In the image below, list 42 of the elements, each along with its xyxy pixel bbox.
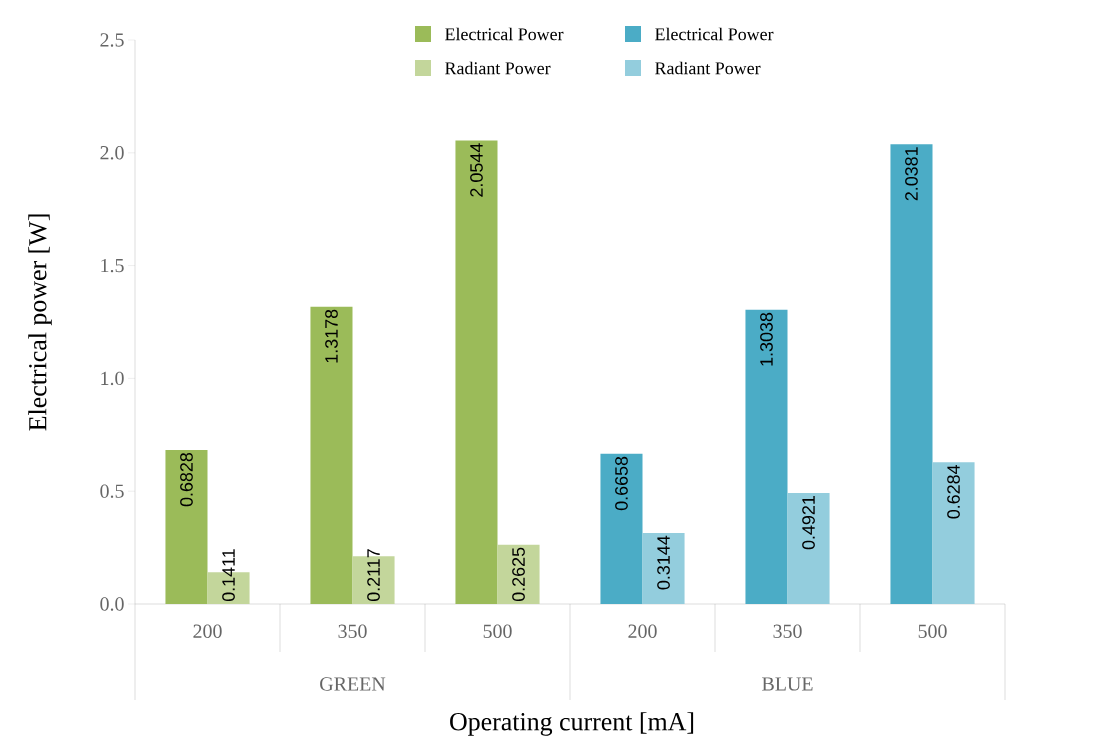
x-axis-title: Operating current [mA] — [450, 712, 694, 736]
bar — [890, 144, 933, 604]
data-label: 0.2625 — [512, 547, 525, 602]
x-tick-label: 500 — [918, 624, 947, 638]
data-label: 1.3038 — [760, 312, 773, 366]
y-tick-label: 1.5 — [101, 258, 124, 273]
y-tick-label: 2.5 — [100, 33, 124, 47]
data-label: 1.3178 — [325, 309, 338, 363]
x-tick-label: 200 — [628, 624, 657, 638]
bar — [932, 462, 975, 604]
x-tick-label: 350 — [773, 624, 802, 638]
bar — [165, 449, 208, 604]
bar — [745, 309, 788, 604]
data-label: 0.3144 — [657, 535, 670, 590]
x-tick-label: 350 — [338, 624, 367, 638]
data-label: 0.6828 — [180, 452, 193, 507]
bar — [600, 453, 643, 604]
bar — [497, 544, 540, 604]
y-tick-label: 1.0 — [101, 371, 124, 386]
legend-label: Electrical Power — [445, 27, 564, 41]
data-label: 2.0381 — [905, 147, 918, 201]
y-axis-title: Electrical power [W] — [28, 214, 52, 431]
text: BLUE — [762, 677, 813, 691]
y-tick-label: 2.0 — [100, 146, 124, 160]
bar — [787, 492, 830, 604]
x-tick-label: 500 — [483, 624, 512, 638]
bar — [310, 306, 353, 604]
y-tick-label: 0.0 — [100, 597, 124, 611]
data-label: 0.6284 — [947, 464, 960, 519]
data-label: 0.1411 — [222, 549, 235, 602]
data-label: 0.6658 — [615, 456, 628, 511]
data-label: 0.2117 — [367, 549, 380, 602]
bar — [455, 140, 498, 604]
legend-label: Radiant Power — [655, 61, 761, 75]
data-label: 0.4921 — [802, 496, 815, 550]
legend-label: Radiant Power — [445, 61, 551, 75]
data-label: 2.0544 — [470, 143, 483, 197]
text: GREEN — [320, 677, 386, 691]
legend-label: Electrical Power — [655, 27, 774, 41]
x-tick-label: 200 — [193, 624, 222, 638]
y-tick-label: 0.5 — [100, 484, 124, 498]
bar — [642, 533, 685, 604]
